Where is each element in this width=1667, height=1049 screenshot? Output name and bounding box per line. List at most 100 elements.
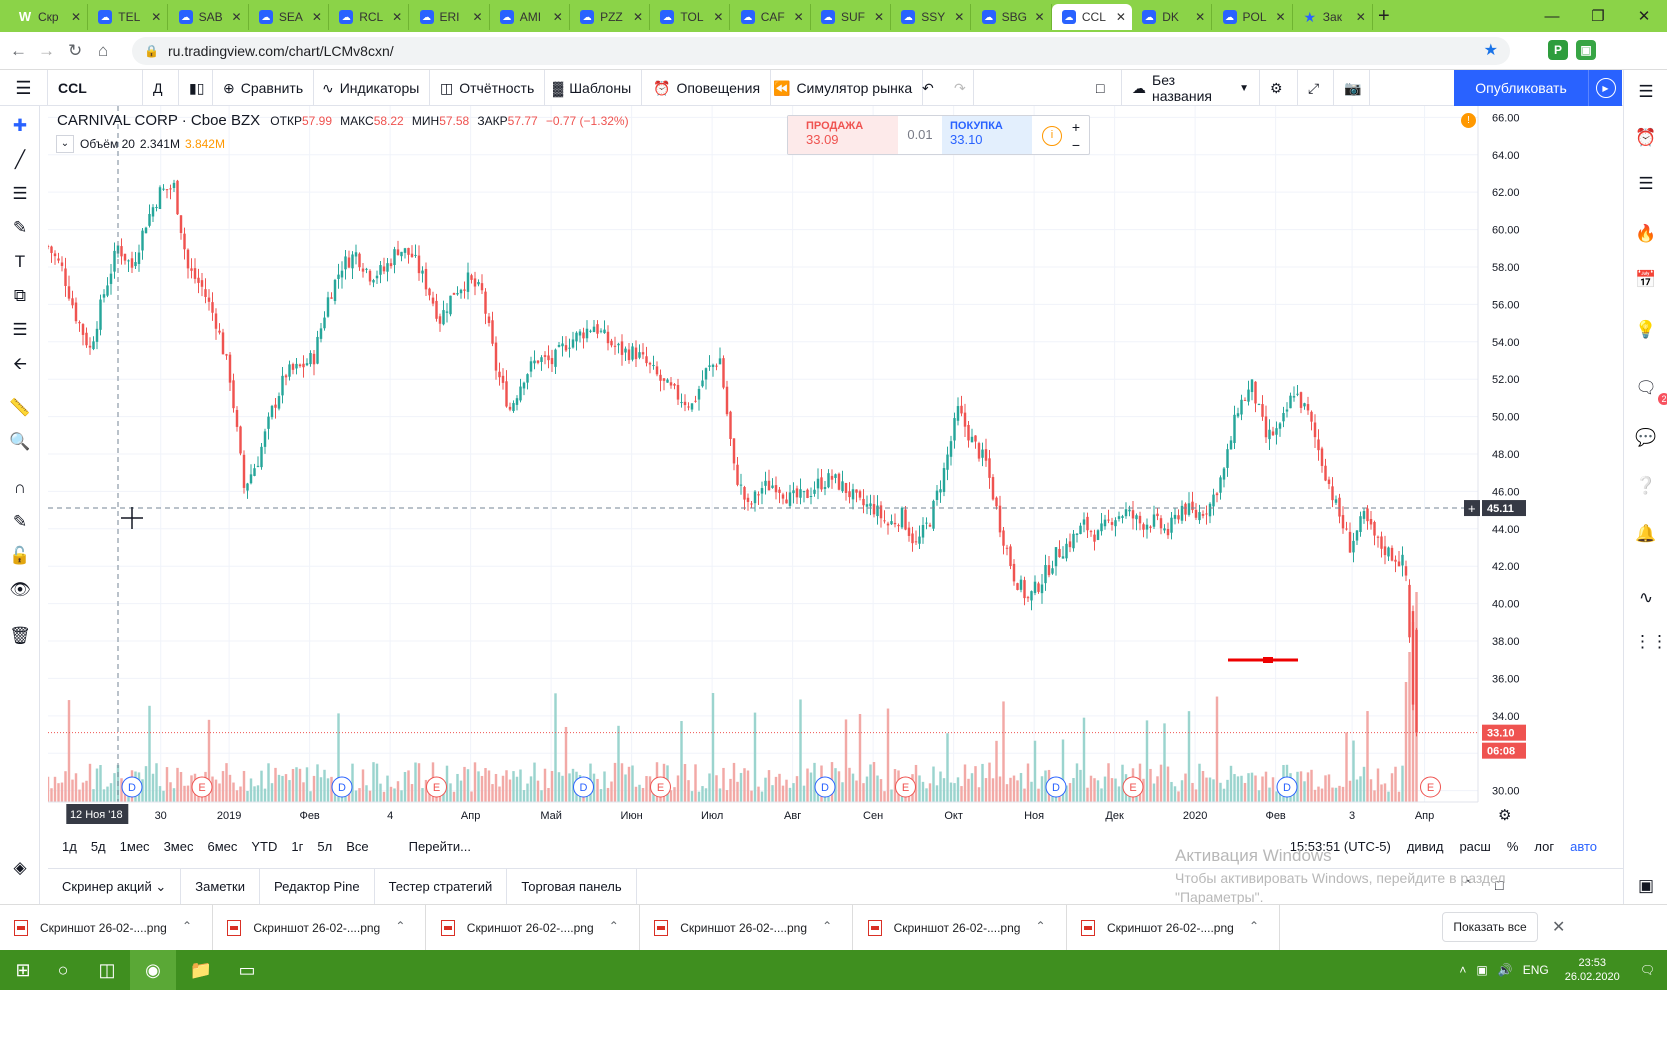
close-tab-icon[interactable]: ✕: [1195, 10, 1206, 24]
layers-icon[interactable]: ◈: [13, 858, 27, 877]
eye-icon[interactable]: 👁: [9, 580, 31, 599]
browser-tab[interactable]: ☁ PZZ ✕: [570, 4, 651, 30]
chevron-up-icon[interactable]: ⌃: [822, 919, 833, 933]
dividend-marker[interactable]: D: [331, 776, 353, 798]
earnings-marker[interactable]: E: [426, 776, 447, 798]
earnings-marker[interactable]: E: [650, 776, 671, 798]
forward-icon[interactable]: →: [38, 41, 55, 60]
close-tab-icon[interactable]: ✕: [231, 10, 242, 24]
close-tab-icon[interactable]: ✕: [1355, 10, 1366, 24]
pattern-icon[interactable]: ⧉: [13, 286, 27, 305]
fullscreen-layout-button[interactable]: □: [1086, 70, 1122, 106]
collapse-chevron-icon[interactable]: ⌄: [56, 135, 74, 153]
maximize-panel-icon[interactable]: □: [1495, 877, 1504, 893]
percent-toggle[interactable]: %: [1506, 838, 1519, 854]
url-input[interactable]: 🔒 ru.tradingview.com/chart/LCMv8cxn/ ★: [132, 37, 1510, 65]
goto-date-button[interactable]: Перейти...: [408, 838, 471, 854]
browser-tab[interactable]: ★ Зак ✕: [1293, 4, 1373, 30]
lock-drawings-icon[interactable]: 🔓: [9, 546, 31, 565]
close-tab-icon[interactable]: ✕: [311, 10, 322, 24]
dividend-marker[interactable]: D: [573, 776, 594, 798]
crosshair-icon[interactable]: ✚: [12, 116, 28, 135]
close-tab-icon[interactable]: ✕: [633, 10, 644, 24]
range-button[interactable]: 5л: [317, 838, 333, 854]
dividend-marker[interactable]: D: [1045, 776, 1067, 798]
tray-chevron-icon[interactable]: ˄: [1459, 963, 1467, 977]
download-item[interactable]: Скриншот 26-02-....png ⌃: [213, 905, 427, 951]
notifications-icon[interactable]: 🗨: [1639, 963, 1655, 977]
price-chart[interactable]: D E D E D E D E D E D E 66.00 64.00 62.00 60.00 58.00 56.…: [48, 106, 1568, 886]
extension-icon[interactable]: ▣: [1576, 40, 1596, 60]
collapse-panel-icon[interactable]: ⌃: [1462, 877, 1474, 893]
chevron-up-icon[interactable]: ⌃: [1035, 919, 1046, 933]
ideas-stream-button[interactable]: ▶: [1588, 70, 1622, 106]
arrow-left-icon[interactable]: 🡨: [13, 354, 27, 373]
bell-icon[interactable]: 🔔: [1635, 524, 1657, 543]
file-explorer-icon[interactable]: 📁: [189, 959, 213, 980]
close-window-icon[interactable]: ✕: [1637, 8, 1651, 25]
extension-p-icon[interactable]: P: [1548, 40, 1568, 60]
chevron-up-icon[interactable]: ⌃: [1248, 919, 1259, 933]
snapshot-button[interactable]: 📷: [1334, 70, 1370, 106]
dividend-marker[interactable]: D: [121, 776, 143, 798]
pitchfork-icon[interactable]: ☰: [12, 184, 28, 203]
download-item[interactable]: Скриншот 26-02-....png ⌃: [427, 905, 640, 951]
close-tab-icon[interactable]: ✕: [70, 10, 81, 24]
buy-button[interactable]: ПОКУПКА 33.10: [942, 116, 1032, 154]
interval-button[interactable]: Д: [143, 70, 179, 106]
zoom-icon[interactable]: 🔍: [9, 432, 31, 451]
symbol-search-button[interactable]: CCL: [48, 70, 143, 106]
messages-icon[interactable]: 💬: [1635, 428, 1657, 447]
browser-tab[interactable]: ☁ SAB ✕: [169, 4, 249, 30]
info-icon[interactable]: i: [1042, 126, 1062, 146]
chevron-up-icon[interactable]: ⌃: [395, 919, 406, 933]
templates-button[interactable]: ▓ Шаблоны: [543, 70, 643, 106]
earnings-marker[interactable]: E: [191, 776, 213, 798]
close-tab-icon[interactable]: ✕: [873, 10, 884, 24]
browser-tab[interactable]: ☁ RCL ✕: [329, 4, 410, 30]
home-icon[interactable]: ⌂: [98, 41, 109, 60]
chrome-icon[interactable]: ◉: [130, 950, 176, 990]
pdf-reader-icon[interactable]: ▭: [238, 959, 256, 980]
browser-tab[interactable]: ☁ SUF ✕: [811, 4, 891, 30]
prediction-icon[interactable]: ☰: [12, 320, 28, 339]
help-icon[interactable]: ❔: [1635, 476, 1657, 495]
close-tab-icon[interactable]: ✕: [151, 10, 162, 24]
chart-settings-gear-icon[interactable]: ⚙: [1498, 806, 1511, 824]
compare-button[interactable]: ⊕ Сравнить: [213, 70, 315, 106]
expand-button[interactable]: ⤢: [1298, 70, 1334, 106]
close-tab-icon[interactable]: ✕: [552, 10, 563, 24]
indicators-button[interactable]: ∿ Индикаторы: [312, 70, 431, 106]
browser-tab[interactable]: ☁ SEA ✕: [249, 4, 329, 30]
stay-drawing-icon[interactable]: ✎: [12, 512, 28, 531]
alert-dot-icon[interactable]: !: [1461, 113, 1476, 128]
alerts-button[interactable]: ⏰ Оповещения: [643, 70, 772, 106]
brush-icon[interactable]: ✎: [12, 218, 28, 237]
time-axis[interactable]: Н12 Ноя '18302019Фев4АпрМайИюнИюлАвгСенО…: [48, 801, 1478, 824]
reload-icon[interactable]: ↻: [68, 41, 83, 60]
sell-button[interactable]: ПРОДАЖА 33.09: [788, 116, 898, 154]
browser-tab[interactable]: ☁ POL ✕: [1213, 4, 1293, 30]
text-icon[interactable]: T: [14, 252, 26, 271]
close-tab-icon[interactable]: ✕: [1034, 10, 1045, 24]
close-tab-icon[interactable]: ✕: [1275, 10, 1286, 24]
extended-hours-toggle[interactable]: расш: [1459, 838, 1491, 854]
pulse-icon[interactable]: ∿: [1638, 588, 1654, 607]
bottom-panel-tab[interactable]: Торговая панель: [507, 869, 637, 905]
adj-dividends-toggle[interactable]: дивид: [1406, 838, 1444, 854]
range-button[interactable]: 6мес: [207, 838, 238, 854]
financials-button[interactable]: ◫ Отчётность: [430, 70, 546, 106]
close-tab-icon[interactable]: ✕: [713, 10, 724, 24]
log-toggle[interactable]: лог: [1534, 838, 1555, 854]
ideas-icon[interactable]: 💡: [1635, 320, 1657, 339]
lock-icon[interactable]: 🔒: [144, 44, 159, 58]
browser-tab[interactable]: ☁ TEL ✕: [88, 4, 169, 30]
download-item[interactable]: Скриншот 26-02-....png ⌃: [0, 905, 213, 951]
browser-tab[interactable]: ☁ SSY ✕: [891, 4, 972, 30]
range-button[interactable]: 1г: [291, 838, 304, 854]
volume-icon[interactable]: 🔊: [1497, 963, 1513, 977]
browser-tab[interactable]: ☁ CAF ✕: [731, 4, 811, 30]
task-view-icon[interactable]: ◫: [98, 959, 116, 980]
alarm-clock-icon[interactable]: ⏰: [1635, 128, 1657, 147]
bottom-panel-tab[interactable]: Заметки: [181, 869, 260, 905]
